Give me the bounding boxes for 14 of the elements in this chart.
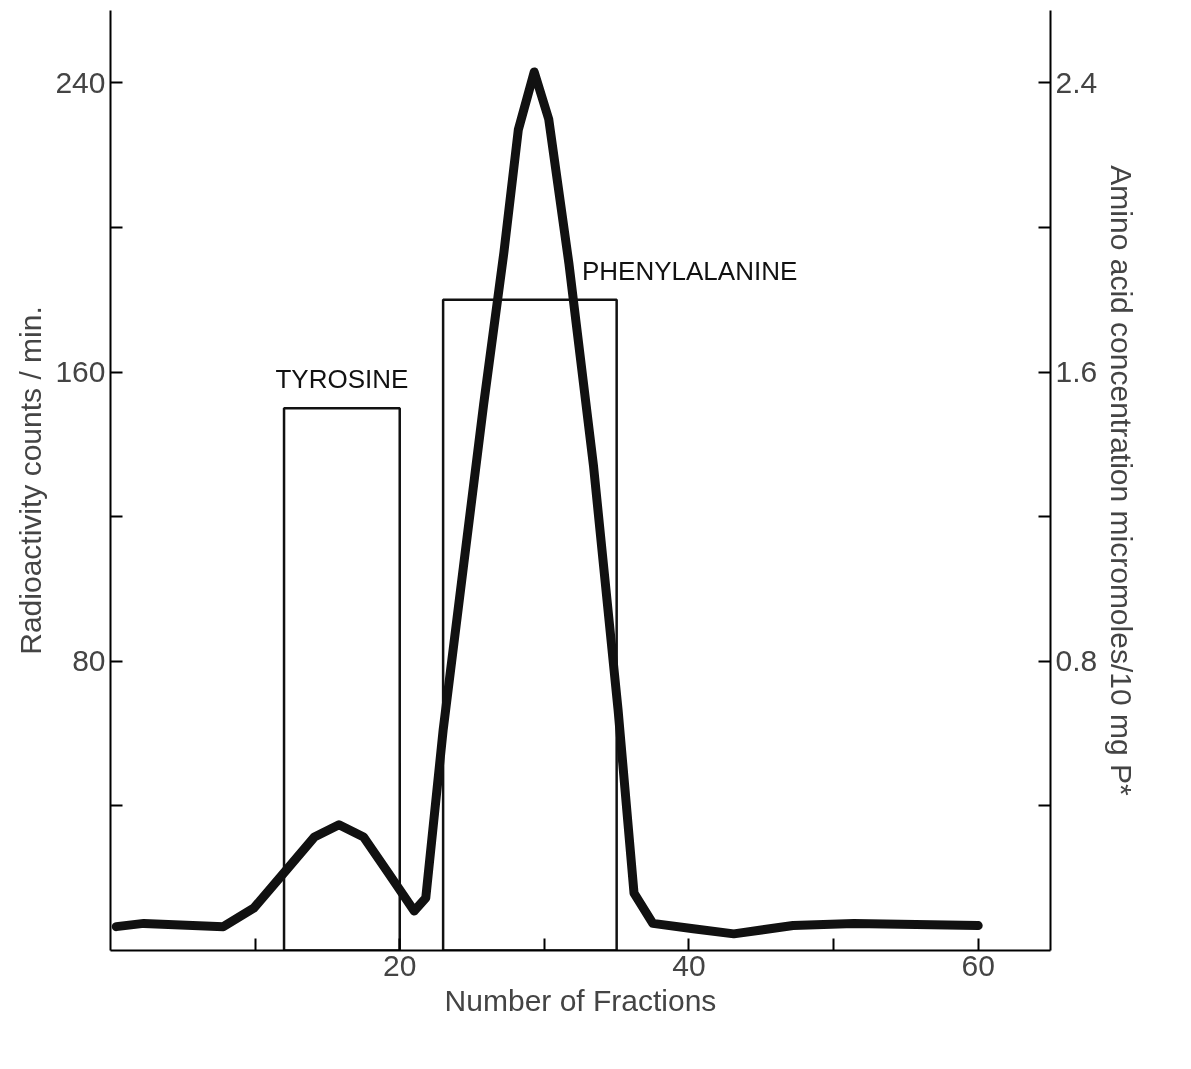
y2-tick-label: 1.6 [1055,355,1098,389]
annotation: PHENYLALANINE [581,255,798,286]
y2-tick-label: 2.4 [1055,65,1098,99]
x-tick-label: 60 [961,948,995,982]
x-tick-label: 20 [383,948,417,982]
y-tick-label: 80 [72,644,106,678]
y-tick-label: 240 [55,65,106,99]
y-tick-label: 160 [55,355,106,389]
y-axis-title: Radioactivity counts / min. [14,306,48,655]
annotation: TYROSINE [275,364,409,395]
y2-axis-title: Amino acid concentration micromoles/10 mg P* [1105,165,1139,796]
x-tick-label: 40 [672,948,706,982]
y2-tick-label: 0.8 [1055,644,1098,678]
x-axis-title: Number of Fractions [444,983,717,1017]
